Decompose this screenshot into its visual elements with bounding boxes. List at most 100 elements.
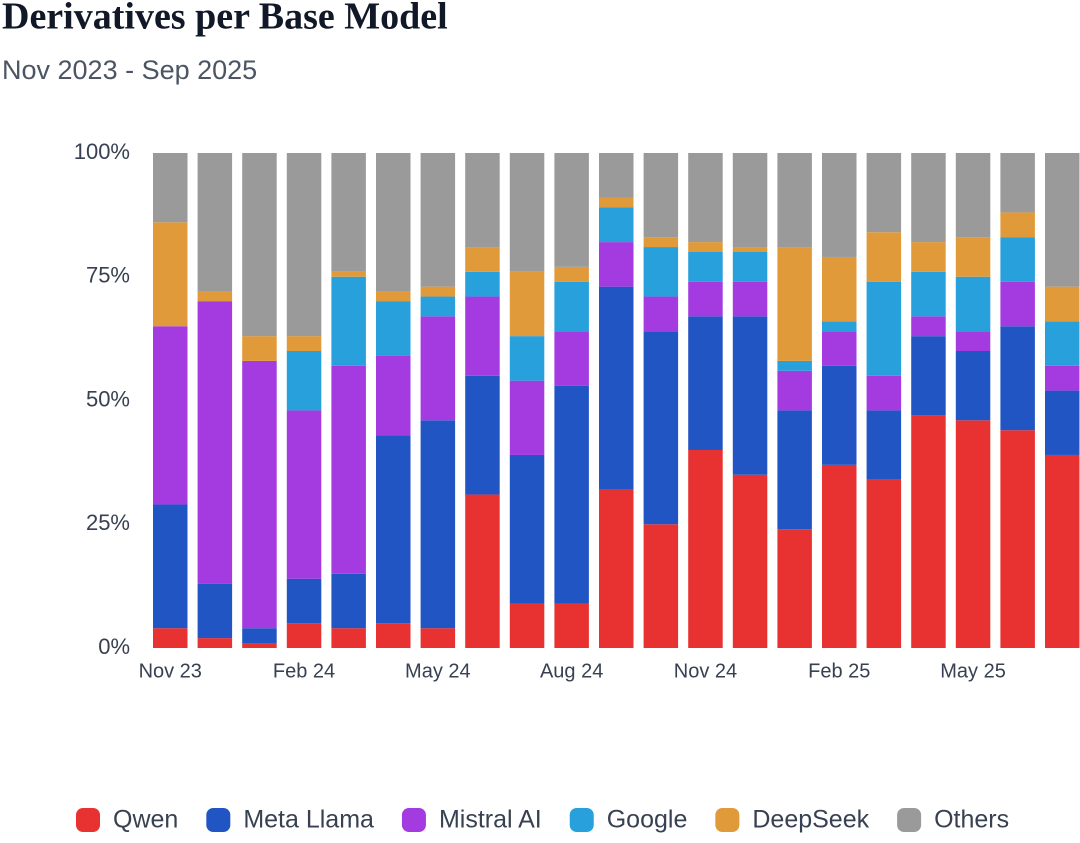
bar-segment	[420, 153, 456, 287]
bar-segment	[376, 301, 411, 356]
legend-swatch	[569, 808, 594, 832]
bar-segment	[554, 281, 589, 332]
bar-segment	[197, 638, 233, 648]
bar-segment	[777, 153, 812, 248]
bar-segment	[1045, 365, 1080, 391]
bar-segment	[509, 336, 545, 381]
bar-segment	[732, 474, 768, 648]
bar-segment	[955, 331, 991, 351]
bar-segment	[509, 454, 545, 604]
bar-segment	[732, 247, 768, 252]
bar-segment	[1000, 237, 1035, 282]
bar-segment	[509, 380, 545, 455]
bar-segment	[286, 351, 322, 411]
bar-segment	[420, 628, 456, 648]
y-tick-label: 50%	[86, 386, 130, 411]
x-tick-label: May 25	[940, 660, 1006, 682]
bar-segment	[688, 450, 723, 648]
bar-segment	[286, 410, 322, 579]
bar-segment	[688, 316, 723, 450]
bar-segment	[911, 336, 946, 416]
bar-segment	[554, 266, 589, 282]
legend-label: Google	[607, 806, 688, 834]
x-tick-label: Nov 23	[139, 660, 202, 682]
bar-segment	[866, 232, 902, 282]
bar-segment	[777, 370, 812, 411]
bar-segment	[1000, 153, 1035, 213]
bar-segment	[376, 153, 411, 292]
bar-segment	[732, 281, 768, 317]
bar-segment	[599, 242, 634, 287]
bar-segment	[153, 222, 188, 327]
chart-title: Derivatives per Base Model	[2, 0, 448, 38]
bar-segment	[420, 296, 456, 317]
bar-segment	[911, 242, 946, 272]
y-tick-label: 0%	[98, 634, 130, 659]
bar-segment	[732, 316, 768, 475]
bar-segment	[911, 316, 946, 337]
bar-segment	[286, 578, 322, 624]
bar-segment	[688, 153, 723, 243]
bar-segment	[777, 247, 812, 361]
bar-segment	[509, 271, 545, 337]
bar-segment	[465, 153, 500, 248]
bar-segment	[420, 420, 456, 629]
bar-segment	[955, 276, 991, 332]
bar-segment	[465, 375, 500, 495]
bar-segment	[866, 479, 902, 648]
bar-segment	[911, 415, 946, 648]
bar-segment	[732, 153, 768, 248]
bar-segment	[822, 153, 857, 257]
bar-segment	[599, 197, 634, 208]
bar-segment	[286, 336, 322, 351]
bar-segment	[420, 316, 456, 421]
bar-segment	[509, 603, 545, 648]
bar-segment	[1000, 212, 1035, 238]
bar-segment	[688, 281, 723, 317]
bar-segment	[955, 351, 991, 421]
bar-segment	[777, 410, 812, 530]
bar-segment	[331, 365, 366, 574]
bar-segment	[242, 643, 277, 648]
bar-segment	[732, 252, 768, 282]
bar-segment	[376, 291, 411, 302]
bar-segment	[197, 291, 233, 302]
legend-label: Mistral AI	[439, 806, 542, 834]
bar-segment	[376, 435, 411, 624]
bar-segment	[197, 583, 233, 639]
legend-swatch	[401, 808, 426, 832]
bar-segment	[822, 365, 857, 465]
bar-segment	[509, 153, 545, 272]
bar-segment	[465, 494, 500, 648]
bar-segment	[643, 524, 679, 648]
bar-segment	[1000, 326, 1035, 431]
bar-segment	[554, 385, 589, 604]
bar-segment	[153, 504, 188, 629]
legend-swatch	[715, 808, 740, 832]
bar-segment	[866, 153, 902, 233]
bar-segment	[822, 464, 857, 648]
bar-segment	[822, 331, 857, 366]
bar-segment	[955, 237, 991, 277]
bar-segment	[1045, 286, 1080, 322]
x-tick-label: Aug 24	[540, 660, 603, 682]
bar-segment	[420, 286, 456, 297]
bar-segment	[1045, 321, 1080, 366]
bar-segment	[955, 153, 991, 238]
bar-segment	[242, 153, 277, 337]
y-tick-label: 100%	[74, 139, 130, 164]
legend-label: Meta Llama	[243, 806, 374, 834]
bar-segment	[242, 336, 277, 361]
bar-segment	[331, 153, 366, 272]
legend-swatch	[897, 808, 922, 832]
bar-segment	[599, 207, 634, 243]
bar-segment	[777, 360, 812, 371]
bar-segment	[955, 420, 991, 648]
bar-segment	[197, 301, 233, 584]
bar-segment	[331, 276, 366, 366]
bar-segment	[554, 331, 589, 386]
bar-segment	[1045, 390, 1080, 455]
bar-segment	[643, 153, 679, 238]
bar-segment	[331, 573, 366, 629]
